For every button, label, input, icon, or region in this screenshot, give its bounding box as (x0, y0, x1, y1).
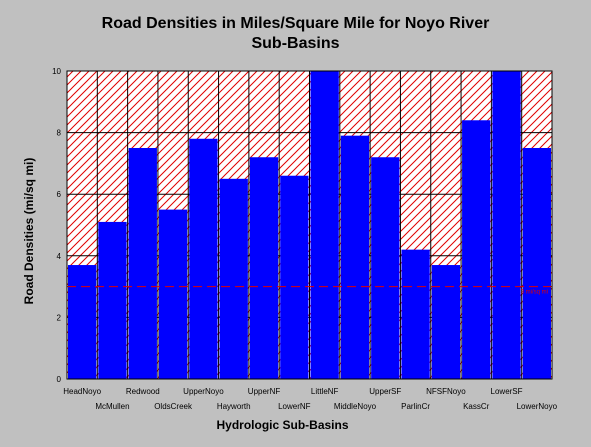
bar (189, 138, 218, 379)
bar (492, 71, 521, 379)
x-tick-label: LittleNF (311, 387, 339, 396)
y-tick-label: 2 (57, 313, 62, 322)
bar (401, 249, 430, 379)
x-tick-label: UpperNF (248, 387, 281, 396)
x-tick-label: OldsCreek (154, 402, 193, 411)
x-tick-label: MiddleNoyo (334, 402, 377, 411)
bar (249, 157, 279, 379)
x-tick-label: LowerNoyo (517, 402, 558, 411)
chart-title: Road Densities in Miles/Square Mile for … (0, 14, 591, 54)
x-tick-label: LowerNF (278, 402, 311, 411)
x-axis-label: Hydrologic Sub-Basins (216, 418, 349, 432)
x-tick-label: NFSFNoyo (426, 387, 466, 396)
bar (522, 148, 551, 379)
x-tick-label: Redwood (126, 387, 160, 396)
bar (340, 135, 370, 379)
x-tick-label: HeadNoyo (63, 387, 101, 396)
y-tick-label: 8 (57, 129, 62, 138)
bar (158, 209, 188, 379)
x-tick-label: UpperNoyo (183, 387, 224, 396)
chart-title-line-1: Road Densities in Miles/Square Mile for … (101, 15, 490, 32)
reference-line-label: 3 mi/sq mi (521, 290, 548, 296)
x-tick-label: KassCr (463, 402, 490, 411)
plot-frame (66, 70, 553, 380)
y-tick-label: 10 (52, 67, 61, 76)
y-tick-label: 0 (57, 375, 62, 384)
bar (98, 221, 127, 379)
bar (371, 157, 400, 379)
x-tick-label: LowerSF (491, 387, 523, 396)
bar (219, 178, 248, 379)
bar (68, 265, 97, 379)
x-tick-label: UpperSF (369, 387, 401, 396)
y-tick-label: 4 (57, 252, 62, 261)
y-tick-label: 6 (57, 190, 62, 199)
chart-title-line-2: Sub-Basins (251, 35, 340, 52)
bar (280, 175, 309, 379)
bar (462, 120, 491, 379)
bar (310, 71, 339, 379)
bar (128, 148, 157, 379)
bar (431, 265, 461, 379)
x-tick-label: Hayworth (217, 402, 251, 411)
x-tick-label: ParlinCr (401, 402, 430, 411)
x-tick-label: McMullen (95, 402, 129, 411)
